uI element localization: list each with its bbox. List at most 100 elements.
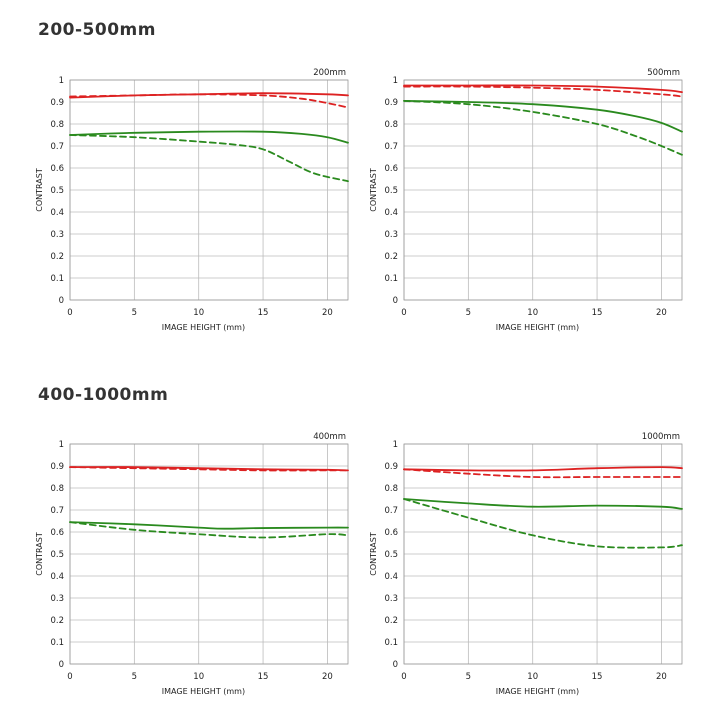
x-tick-label: 5 [132, 672, 137, 682]
y-tick-label: 0.3 [384, 594, 398, 604]
y-tick-label: 0.5 [384, 550, 398, 560]
y-tick-label: 1 [59, 76, 64, 86]
y-tick-label: 0.4 [50, 572, 64, 582]
chart-500mm: 00.10.20.30.40.50.60.70.80.910 5 10 15 20IMA… [369, 68, 683, 332]
x-tick-label: 0 [67, 672, 72, 682]
y-tick-label: 0.6 [384, 164, 398, 174]
y-tick-label: 0.6 [50, 164, 64, 174]
series-line-green-solid [403, 100, 683, 133]
x-tick-label: 15 [592, 672, 603, 682]
y-tick-label: 0.6 [384, 528, 398, 538]
plot-frame [403, 79, 683, 301]
y-tick-label: 0.5 [384, 186, 398, 196]
y-tick-label: 0.1 [384, 638, 398, 648]
series-line-green-solid [403, 498, 683, 510]
plot-frame [69, 443, 349, 665]
y-tick-label: 0 [59, 660, 64, 670]
y-tick-label: 0.4 [384, 572, 398, 582]
y-tick-label: 1 [59, 440, 64, 450]
y-tick-label: 0.2 [50, 616, 64, 626]
y-tick-label: 0.9 [384, 98, 398, 108]
x-tick-label: 20 [322, 672, 333, 682]
y-tick-label: 0.7 [50, 506, 64, 516]
x-tick-label: 5 [466, 308, 471, 318]
y-tick-label: 0.3 [384, 230, 398, 240]
section-title-400-1000mm: 400-1000mm [38, 385, 169, 405]
x-axis-title: IMAGE HEIGHT (mm) [162, 687, 245, 696]
y-tick-label: 0 [393, 660, 398, 670]
chart-400mm: 00.10.20.30.40.50.60.70.80.910 5 10 15 20IMA… [35, 432, 349, 696]
y-tick-label: 0.6 [50, 528, 64, 538]
x-tick-label: 0 [401, 308, 406, 318]
x-tick-label: 10 [193, 308, 204, 318]
x-axis-title: IMAGE HEIGHT (mm) [162, 323, 245, 332]
y-tick-label: 0.3 [50, 230, 64, 240]
y-axis-title: CONTRAST [369, 532, 378, 576]
x-tick-label: 10 [527, 672, 538, 682]
x-axis-title: IMAGE HEIGHT (mm) [496, 323, 579, 332]
series-line-red-dashed [69, 466, 349, 472]
series-line-green-dashed [69, 521, 349, 539]
focal-length-label: 200mm [313, 68, 346, 78]
x-tick-label: 10 [193, 672, 204, 682]
y-tick-label: 0.8 [384, 484, 398, 494]
series-line-green-dashed [69, 134, 349, 183]
plot-frame [69, 79, 349, 301]
y-tick-label: 0.7 [50, 142, 64, 152]
series-line-red-dashed [69, 93, 349, 109]
y-tick-label: 0 [59, 296, 64, 306]
series-line-green-solid [69, 521, 349, 530]
y-axis-title: CONTRAST [35, 532, 44, 576]
x-tick-label: 5 [132, 308, 137, 318]
y-axis-title: CONTRAST [369, 168, 378, 212]
y-tick-label: 0.8 [384, 120, 398, 130]
x-axis-title: IMAGE HEIGHT (mm) [496, 687, 579, 696]
series-line-red-dashed [403, 85, 683, 98]
y-tick-label: 0.2 [384, 252, 398, 262]
series-line-red-solid [69, 466, 349, 472]
y-tick-label: 0.5 [50, 186, 64, 196]
series-line-green-dashed [403, 100, 683, 156]
x-tick-label: 20 [656, 308, 667, 318]
y-tick-label: 0.4 [50, 208, 64, 218]
y-tick-label: 1 [393, 440, 398, 450]
y-tick-label: 0.3 [50, 594, 64, 604]
x-tick-label: 20 [322, 308, 333, 318]
y-tick-label: 0.1 [50, 638, 64, 648]
y-tick-label: 0 [393, 296, 398, 306]
y-tick-label: 0.1 [50, 274, 64, 284]
plot-frame [403, 443, 683, 665]
y-tick-label: 0.9 [50, 98, 64, 108]
y-tick-label: 0.8 [50, 484, 64, 494]
y-tick-label: 0.9 [384, 462, 398, 472]
chart-1000mm: 00.10.20.30.40.50.60.70.80.910 5 10 15 20IMA… [369, 432, 683, 696]
series-line-red-solid [403, 84, 683, 93]
x-tick-label: 15 [592, 308, 603, 318]
y-tick-label: 0.7 [384, 506, 398, 516]
y-tick-label: 0.8 [50, 120, 64, 130]
x-tick-label: 15 [258, 308, 269, 318]
chart-200mm: 00.10.20.30.40.50.60.70.80.910 5 10 15 20IMA… [35, 68, 349, 332]
y-tick-label: 0.2 [384, 616, 398, 626]
y-tick-label: 0.9 [50, 462, 64, 472]
y-tick-label: 0.7 [384, 142, 398, 152]
y-tick-label: 0.4 [384, 208, 398, 218]
x-tick-label: 15 [258, 672, 269, 682]
x-tick-label: 5 [466, 672, 471, 682]
y-tick-label: 0.2 [50, 252, 64, 262]
section-title-200-500mm: 200-500mm [38, 20, 156, 40]
x-tick-label: 10 [527, 308, 538, 318]
x-tick-label: 0 [401, 672, 406, 682]
focal-length-label: 500mm [647, 68, 680, 78]
series-line-red-solid [403, 466, 683, 472]
y-axis-title: CONTRAST [35, 168, 44, 212]
x-tick-label: 20 [656, 672, 667, 682]
series-line-green-dashed [403, 498, 683, 549]
y-tick-label: 0.5 [50, 550, 64, 560]
focal-length-label: 1000mm [642, 432, 680, 442]
y-tick-label: 0.1 [384, 274, 398, 284]
focal-length-label: 400mm [313, 432, 346, 442]
y-tick-label: 1 [393, 76, 398, 86]
series-line-green-solid [69, 130, 349, 144]
